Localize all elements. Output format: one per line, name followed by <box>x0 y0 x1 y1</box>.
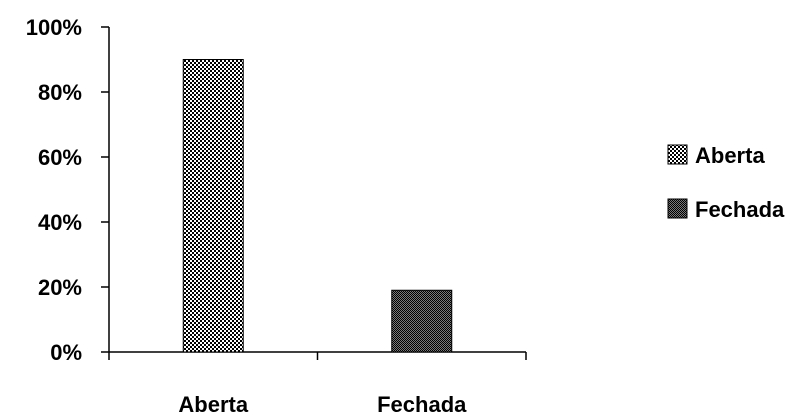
legend-item: Fechada <box>667 197 785 222</box>
y-tick-label: 60% <box>38 145 82 170</box>
y-tick-label: 20% <box>38 275 82 300</box>
legend-swatch <box>667 144 688 165</box>
y-tick-label: 80% <box>38 80 82 105</box>
legend-swatch <box>667 198 688 219</box>
bar-aberta <box>182 59 244 353</box>
y-tick-label: 100% <box>26 15 82 40</box>
bars <box>182 59 453 353</box>
legend-item: Aberta <box>667 143 765 168</box>
axes <box>101 26 527 360</box>
y-tick-label: 0% <box>50 340 82 365</box>
labels: 0% 20% 40% 60% 80% 100% Aberta Fechada <box>26 15 467 417</box>
x-category-label: Fechada <box>377 392 467 417</box>
legend-label: Fechada <box>695 197 785 222</box>
legend: Aberta Fechada <box>667 143 785 222</box>
y-tick-label: 40% <box>38 210 82 235</box>
legend-label: Aberta <box>695 143 765 168</box>
bar-fechada <box>391 289 453 353</box>
x-category-label: Aberta <box>178 392 248 417</box>
